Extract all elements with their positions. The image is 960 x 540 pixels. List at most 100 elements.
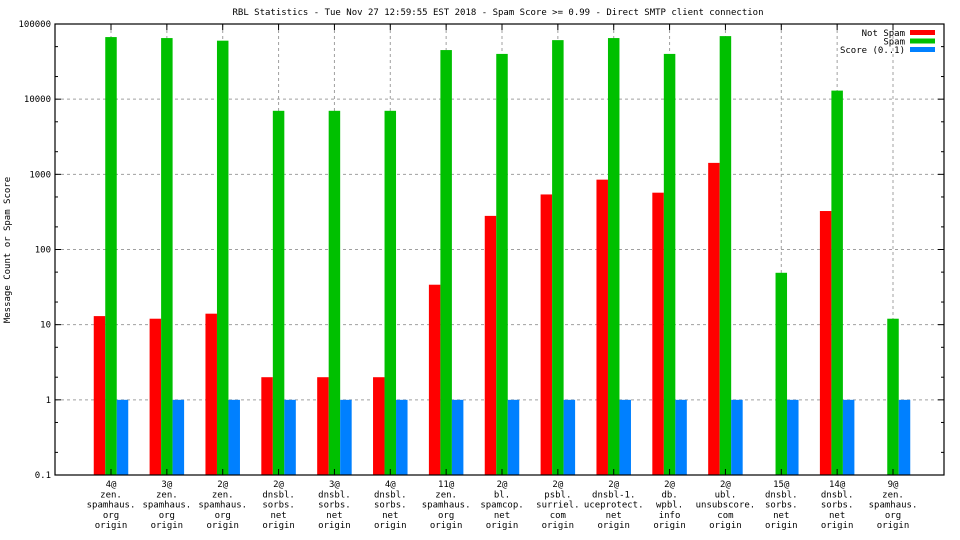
x-tick-label-line: db.: [661, 490, 677, 500]
x-tick-label-line: spamhaus.: [869, 501, 918, 511]
x-tick-label-line: net: [382, 511, 398, 521]
bar-spam: [552, 40, 564, 475]
x-tick-label-line: 15@: [773, 480, 790, 490]
x-tick-label-line: net: [270, 511, 286, 521]
bar-spam: [328, 110, 341, 476]
x-tick-label-line: info: [659, 511, 681, 521]
x-tick-label-line: origin: [486, 521, 519, 531]
bar-spam: [105, 37, 117, 476]
bar-not-spam: [205, 313, 217, 475]
x-tick-label-line: origin: [877, 521, 910, 531]
bar-spam: [775, 272, 788, 475]
x-tick-label-line: sorbs.: [262, 501, 295, 511]
x-tick-label-line: origin: [653, 521, 686, 531]
x-tick-label: 2@ ubl. unsubscore. com origin: [696, 480, 756, 531]
bar-not-spam: [540, 194, 553, 475]
legend-label: Not Spam: [862, 29, 905, 39]
x-tick-label-line: sorbs.: [318, 501, 351, 511]
bar-score-0-1: [340, 399, 352, 475]
y-tick-label: 100000: [18, 20, 51, 30]
x-tick-label-line: sorbs.: [821, 501, 854, 511]
x-tick-label-line: 3@: [329, 480, 340, 490]
x-tick-label-line: net: [829, 511, 845, 521]
x-tick-label-line: origin: [206, 521, 239, 531]
x-tick-label-line: net: [773, 511, 789, 521]
x-tick-label-line: bl.: [494, 490, 510, 500]
x-tick-label: 2@ dnsbl. sorbs. net origin: [262, 480, 295, 531]
bar-score-0-1: [284, 399, 296, 475]
x-tick-label: 3@ zen. spamhaus. org origin: [142, 480, 191, 531]
bar-score-0-1: [619, 399, 631, 475]
bar-not-spam: [819, 211, 832, 475]
bar-not-spam: [149, 318, 162, 475]
bar-not-spam: [428, 284, 441, 475]
x-tick-label-line: zen.: [882, 490, 904, 500]
bar-spam: [440, 50, 452, 475]
x-tick-label-line: com: [550, 511, 566, 521]
bar-spam: [831, 90, 843, 475]
legend-swatch: [910, 47, 935, 52]
x-tick-label-line: 2@: [608, 480, 619, 490]
x-tick-label-line: spamhaus.: [142, 501, 191, 511]
x-tick-label-line: origin: [709, 521, 742, 531]
x-tick-label-line: zen.: [100, 490, 122, 500]
bar-score-0-1: [898, 399, 911, 475]
x-tick-label-line: zen.: [212, 490, 234, 500]
bar-score-0-1: [563, 399, 576, 475]
x-tick-label-line: org: [103, 511, 119, 521]
x-tick-label-line: origin: [95, 521, 128, 531]
x-tick-label: 9@ zen. spamhaus. org origin: [869, 480, 918, 531]
x-tick-label-line: 2@: [664, 480, 675, 490]
y-tick-label: 0.1: [35, 471, 51, 481]
bar-score-0-1: [116, 399, 129, 475]
x-tick-label-line: wpbl.: [656, 501, 683, 511]
bar-spam: [719, 36, 732, 475]
bar-score-0-1: [731, 399, 743, 475]
x-tick-label-line: unsubscore.: [696, 501, 756, 511]
bar-not-spam: [708, 162, 720, 475]
y-tick-label: 10: [40, 321, 51, 331]
x-tick-label-line: ubl.: [715, 490, 737, 500]
x-tick-label-line: origin: [430, 521, 463, 531]
bar-score-0-1: [842, 399, 855, 475]
x-tick-label-line: surriel.: [536, 501, 579, 511]
x-tick-label: 4@ zen. spamhaus. org origin: [87, 480, 136, 531]
x-tick-label-line: 2@: [497, 480, 508, 490]
x-tick-label-line: origin: [151, 521, 184, 531]
x-tick-label-line: spamhaus.: [87, 501, 136, 511]
x-tick-label-line: dnsbl.: [262, 490, 295, 500]
x-tick-label-line: spamhaus.: [198, 501, 247, 511]
x-tick-label-line: 14@: [829, 480, 846, 490]
bar-score-0-1: [451, 399, 464, 475]
bar-score-0-1: [787, 399, 799, 475]
x-tick-label-line: dnsbl.: [318, 490, 351, 500]
legend-label: Score (0..1): [840, 46, 905, 56]
x-tick-label-line: 2@: [552, 480, 563, 490]
x-tick-label-line: 4@: [385, 480, 396, 490]
bar-spam: [663, 53, 676, 475]
legend-swatch: [910, 38, 935, 44]
x-tick-label-line: org: [885, 511, 901, 521]
x-tick-label-line: 2@: [720, 480, 731, 490]
bar-score-0-1: [396, 399, 408, 475]
y-tick-label: 1: [46, 396, 51, 406]
x-tick-label-line: origin: [542, 521, 575, 531]
x-tick-label-line: 4@: [106, 480, 117, 490]
bar-not-spam: [596, 179, 608, 475]
bar-spam: [216, 40, 229, 476]
x-tick-label-line: uceprotect.: [584, 501, 644, 511]
x-tick-label-line: spamcop.: [480, 501, 523, 511]
x-tick-label-line: psbl.: [544, 490, 571, 500]
x-tick-label: 2@ dnsbl-1. uceprotect. net origin: [584, 480, 644, 531]
plot-frame: [54, 23, 945, 476]
x-tick-label-line: sorbs.: [765, 501, 798, 511]
bar-score-0-1: [507, 399, 520, 475]
y-tick-label: 100: [35, 246, 51, 256]
bar-not-spam: [373, 377, 385, 475]
x-tick-label-line: net: [494, 511, 510, 521]
bar-not-spam: [93, 316, 106, 475]
x-tick-label-line: 2@: [273, 480, 284, 490]
chart-title: RBL Statistics - Tue Nov 27 12:59:55 EST…: [232, 8, 763, 18]
x-tick-label-line: origin: [597, 521, 630, 531]
